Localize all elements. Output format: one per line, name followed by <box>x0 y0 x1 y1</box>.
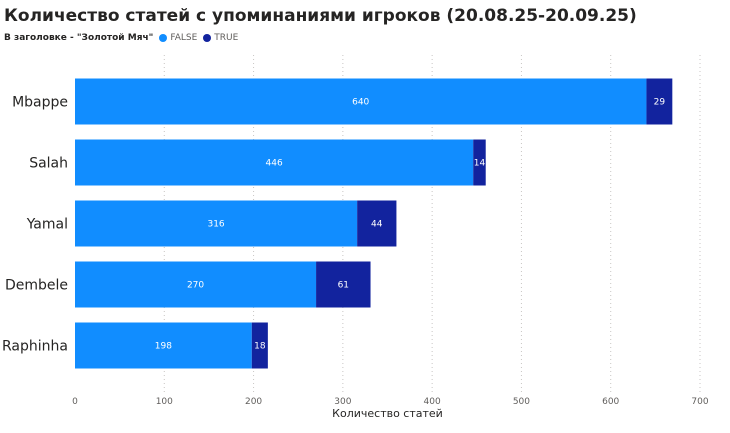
legend-swatch-false <box>159 34 168 42</box>
data-label: 29 <box>654 98 666 108</box>
bar-false <box>75 261 317 308</box>
legend-label-false: FALSE <box>170 33 198 43</box>
bar-true <box>357 200 397 247</box>
data-label: 316 <box>207 220 224 230</box>
x-tick-label: 600 <box>602 397 619 407</box>
bar-true <box>473 139 486 186</box>
bar-true <box>646 78 673 125</box>
legend-label-true: TRUE <box>214 33 239 43</box>
bar-false <box>75 200 358 247</box>
x-tick-label: 100 <box>156 397 173 407</box>
data-label: 446 <box>266 159 283 169</box>
x-tick-label: 200 <box>245 397 262 407</box>
legend-item-false[interactable]: FALSE <box>159 33 197 43</box>
x-tick-label: 400 <box>424 397 441 407</box>
x-tick-label: 0 <box>72 397 78 407</box>
data-label: 61 <box>338 281 349 291</box>
x-tick-label: 300 <box>334 397 351 407</box>
bar-true <box>251 322 268 369</box>
y-category-label: Dembele <box>5 278 68 294</box>
data-label: 270 <box>187 281 204 291</box>
bar-true <box>316 261 371 308</box>
y-category-label: Raphinha <box>2 339 68 355</box>
x-tick-label: 500 <box>513 397 530 407</box>
x-axis-title: Количество статей <box>332 407 443 420</box>
bar-false <box>75 78 647 125</box>
y-category-label: Salah <box>29 156 68 172</box>
legend-swatch-true <box>203 34 212 42</box>
y-category-label: Yamal <box>26 217 68 233</box>
bar-false <box>75 322 252 369</box>
data-label: 198 <box>155 342 172 352</box>
data-label: 44 <box>371 220 383 230</box>
chart-title: Количество статей с упоминаниями игроков… <box>4 6 637 26</box>
y-category-label: Mbappe <box>12 95 68 111</box>
data-label: 640 <box>352 98 369 108</box>
data-label: 18 <box>254 342 266 352</box>
legend-title: В заголовке - "Золотой Мяч" <box>4 33 154 43</box>
legend-item-true[interactable]: TRUE <box>203 33 238 43</box>
bar-false <box>75 139 474 186</box>
legend: В заголовке - "Золотой Мяч" FALSE TRUE <box>4 33 244 43</box>
data-label: 14 <box>474 159 486 169</box>
x-tick-label: 700 <box>691 397 708 407</box>
